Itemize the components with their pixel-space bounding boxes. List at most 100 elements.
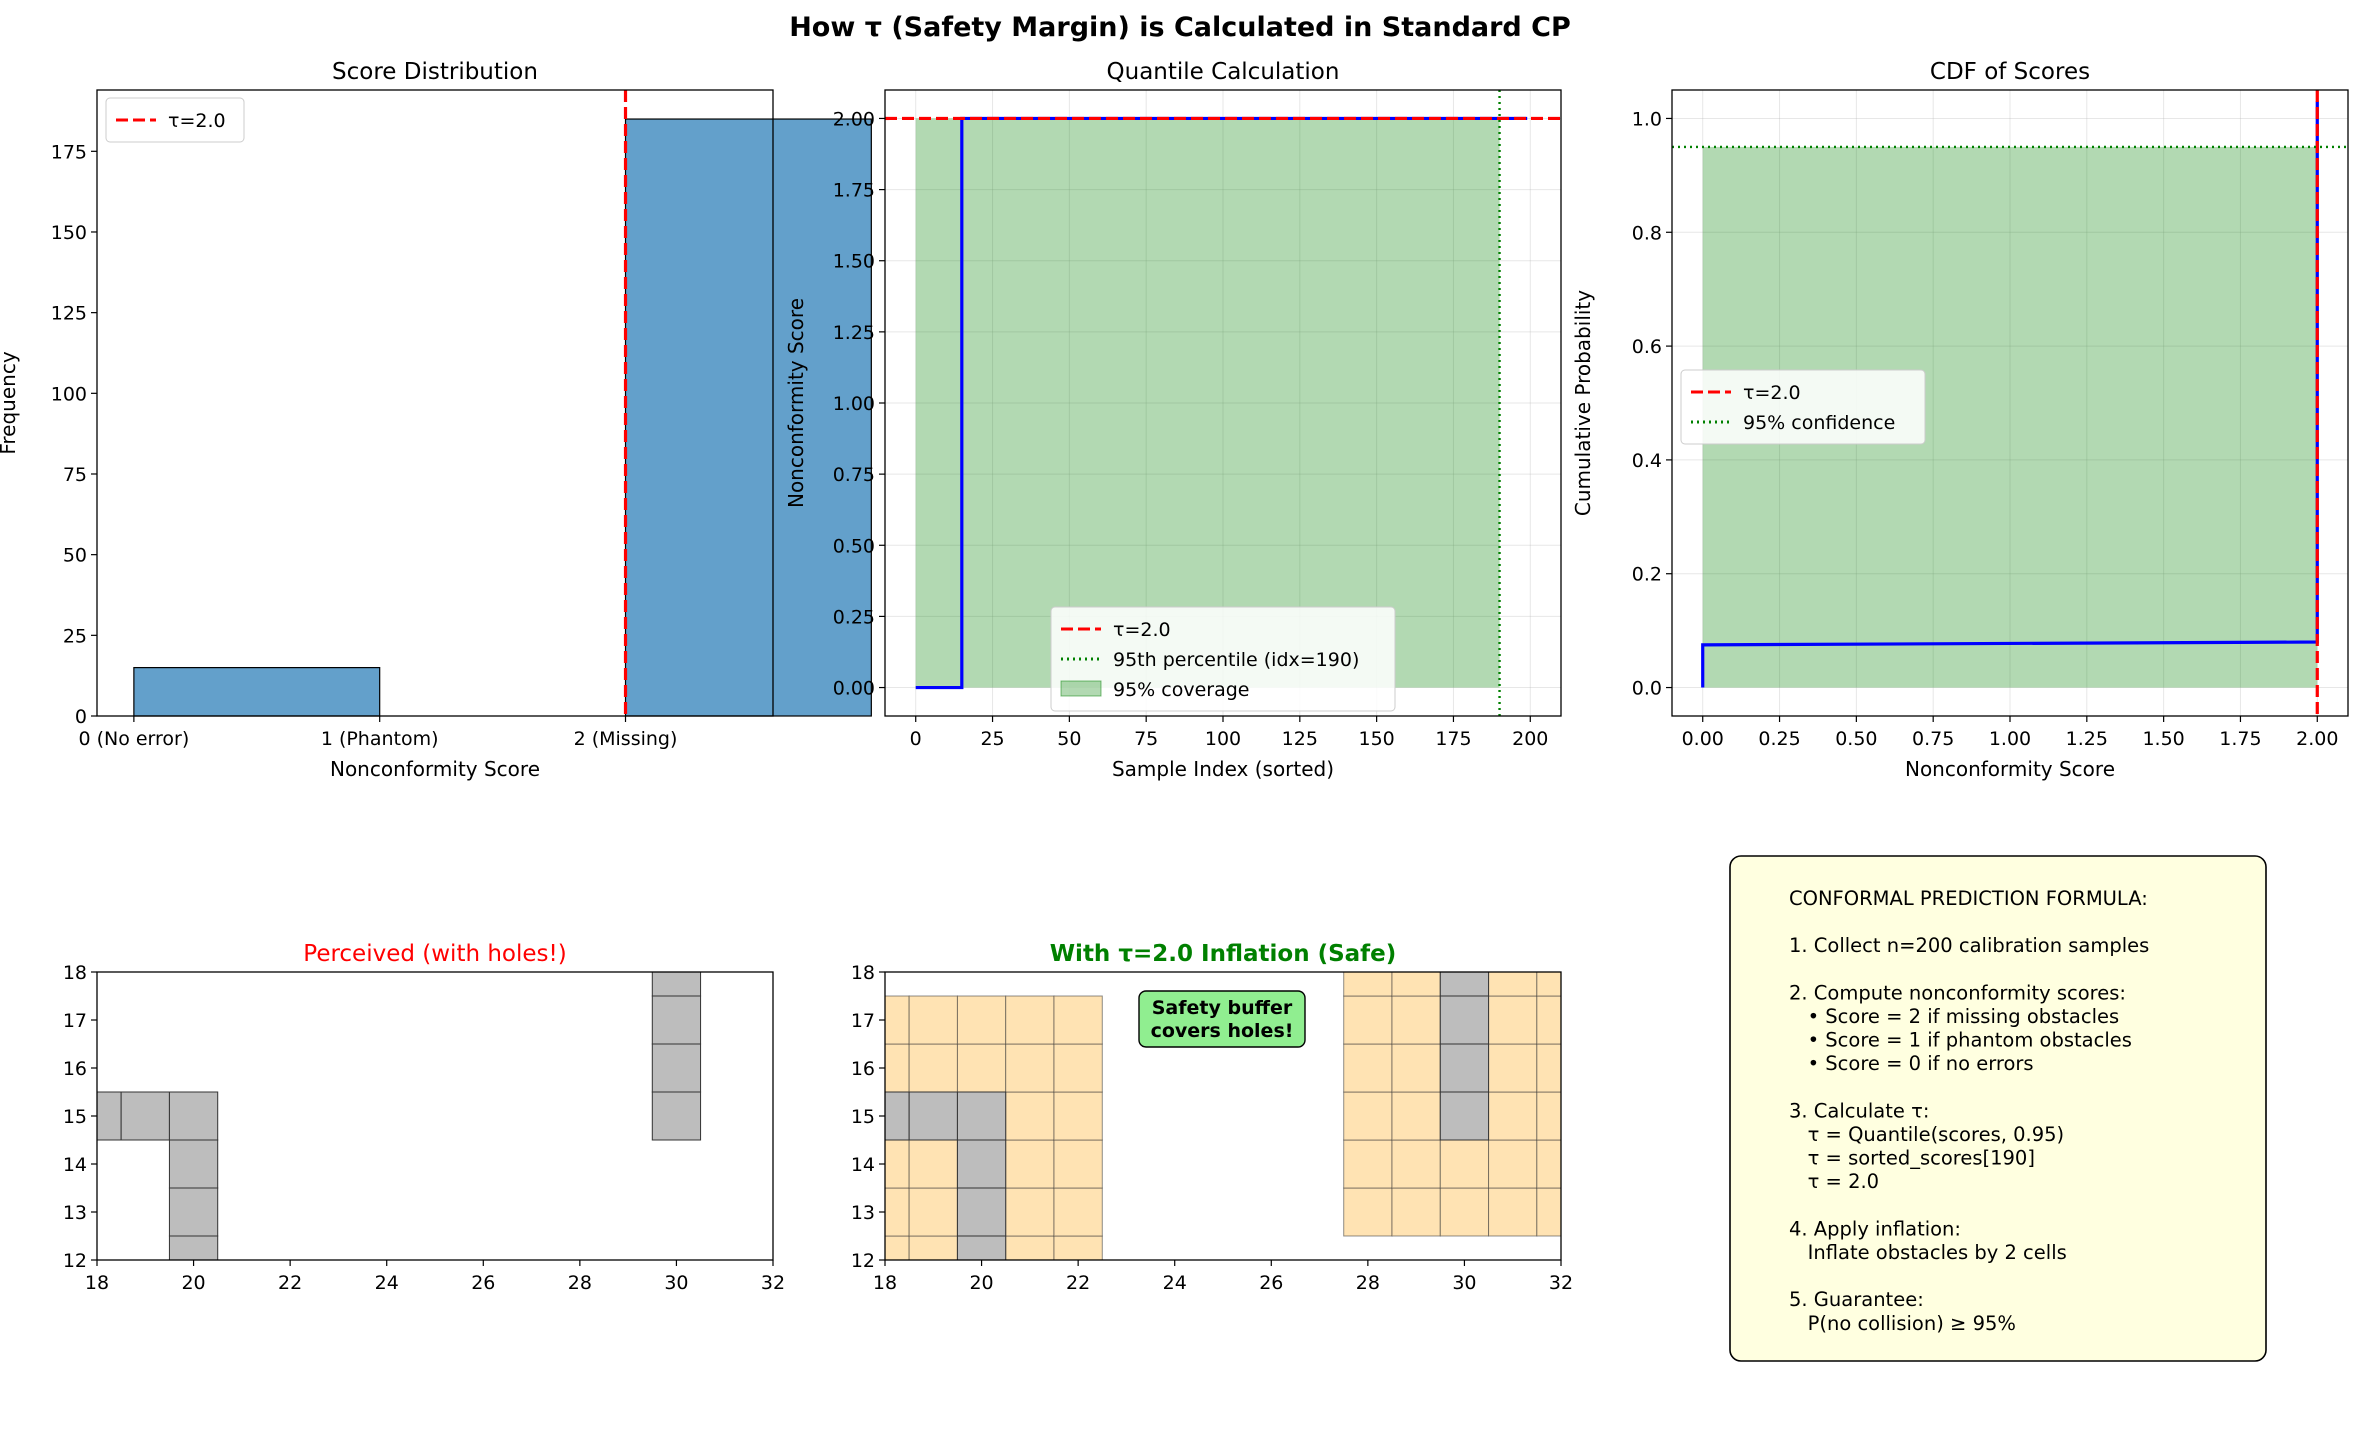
cdf-chart: CDF of Scores 0.00 0.25 0.50 0.75 1.00 1.25 1.5… <box>1571 59 2349 781</box>
inflated-cell <box>1439 1187 1490 1237</box>
y-tick-label: 0.0 <box>1632 678 1662 700</box>
inflated-cell <box>1536 1091 1561 1141</box>
inflated-cell <box>1536 995 1561 1045</box>
formula-line: • Score = 2 if missing obstacles <box>1789 1005 2119 1028</box>
chart-title: Score Distribution <box>332 59 538 85</box>
annotation-text: covers holes! <box>1151 1020 1294 1042</box>
inflated-cell <box>1536 1187 1561 1237</box>
obstacle-cell <box>1439 995 1490 1045</box>
obstacle-cell <box>651 1043 702 1093</box>
bar <box>133 666 381 717</box>
legend-box <box>1680 369 1926 445</box>
inflated-cell <box>908 1043 958 1093</box>
y-tick-label: 25 <box>63 625 87 647</box>
legend-label: 95% coverage <box>1113 679 1249 701</box>
formula-line: • Score = 0 if no errors <box>1789 1052 2034 1075</box>
perceived-grid-chart: Perceived (with holes!) 18 20 22 24 26 28 30 32 1… <box>63 941 785 1294</box>
quantile-chart: Quantile Calculation 0 25 50 75 100 125 150 175 2… <box>784 59 1562 781</box>
formula-line: P(no collision) ≥ 95% <box>1789 1312 2016 1335</box>
y-axis-label: Frequency <box>0 351 20 454</box>
x-tick-label: 75 <box>1134 728 1158 750</box>
figure-title: How τ (Safety Margin) is Calculated in S… <box>789 12 1571 43</box>
inflated-cell <box>1391 995 1441 1045</box>
inflated-cell <box>1391 1139 1441 1189</box>
annotation-text: Safety buffer <box>1152 997 1293 1019</box>
legend-label: τ=2.0 <box>168 110 226 132</box>
inflated-cell <box>1005 1043 1055 1093</box>
x-tick-label: 0 (No error) <box>78 728 189 750</box>
inflated-cell <box>1343 1091 1393 1141</box>
legend-label: τ=2.0 <box>1113 619 1171 641</box>
inflated-cell <box>1005 1139 1055 1189</box>
x-tick-label: 24 <box>1163 1272 1187 1294</box>
grid-cells <box>97 972 702 1260</box>
y-tick-label: 1.00 <box>833 393 875 415</box>
formula-line: 2. Compute nonconformity scores: <box>1789 981 2126 1004</box>
inflated-cell <box>1343 972 1393 997</box>
x-tick-label: 200 <box>1512 728 1548 750</box>
y-tick-label: 1.75 <box>833 180 875 202</box>
chart-title: With τ=2.0 Inflation (Safe) <box>1050 941 1397 967</box>
x-tick-label: 32 <box>1549 1272 1573 1294</box>
x-tick-label: 2.00 <box>2296 728 2338 750</box>
inflated-cell <box>1536 972 1561 997</box>
x-tick-label: 1.50 <box>2142 728 2184 750</box>
y-tick-label: 1.0 <box>1632 108 1662 130</box>
y-tick-label: 0.8 <box>1632 222 1662 244</box>
inflated-cell <box>956 1043 1007 1093</box>
x-tick-label: 2 (Missing) <box>574 728 678 750</box>
inflated-cell <box>1053 1187 1103 1237</box>
x-tick-label: 32 <box>761 1272 785 1294</box>
x-tick-label: 26 <box>471 1272 495 1294</box>
y-tick-label: 0.6 <box>1632 336 1662 358</box>
y-tick-label: 1.50 <box>833 251 875 273</box>
legend-label: 95% confidence <box>1743 412 1895 434</box>
obstacle-cell <box>956 1235 1007 1260</box>
y-axis-label: Cumulative Probability <box>1571 290 1595 516</box>
y-tick-label: 16 <box>63 1058 87 1080</box>
inflated-cell <box>1488 1091 1538 1141</box>
y-tick-label: 14 <box>851 1154 875 1176</box>
y-tick-label: 175 <box>51 141 87 163</box>
x-tick-label: 125 <box>1282 728 1318 750</box>
chart-title: Perceived (with holes!) <box>303 941 566 967</box>
inflated-cell <box>1439 1139 1490 1189</box>
y-tick-label: 13 <box>63 1202 87 1224</box>
x-tick-label: 1.75 <box>2219 728 2261 750</box>
inflated-cell <box>908 1187 958 1237</box>
y-tick-label: 15 <box>63 1106 87 1128</box>
x-tick-label: 20 <box>181 1272 205 1294</box>
obstacle-cell <box>1439 1043 1490 1093</box>
inflated-cell <box>885 995 910 1045</box>
formula-line: CONFORMAL PREDICTION FORMULA: <box>1789 887 2148 910</box>
inflated-cell <box>1053 1043 1103 1093</box>
y-tick-label: 2.00 <box>833 108 875 130</box>
inflated-cell <box>1391 1187 1441 1237</box>
x-tick-label: 22 <box>278 1272 302 1294</box>
inflated-cell <box>1488 1139 1538 1189</box>
inflated-cell <box>1391 1091 1441 1141</box>
x-tick-label: 18 <box>85 1272 109 1294</box>
inflated-cell <box>1391 972 1441 997</box>
x-tick-label: 100 <box>1205 728 1241 750</box>
x-tick-label: 30 <box>664 1272 688 1294</box>
obstacle-cell <box>168 1139 219 1189</box>
legend-box <box>105 97 245 143</box>
x-tick-label: 1.25 <box>2066 728 2108 750</box>
formula-line: τ = 2.0 <box>1789 1170 1879 1193</box>
obstacle-cell <box>956 1139 1007 1189</box>
obstacle-cell <box>908 1091 958 1141</box>
y-tick-label: 0.2 <box>1632 564 1662 586</box>
y-tick-label: 18 <box>851 962 875 984</box>
y-tick-label: 16 <box>851 1058 875 1080</box>
x-tick-label: 22 <box>1066 1272 1090 1294</box>
y-tick-label: 0.50 <box>833 535 875 557</box>
grid-cells <box>885 972 1561 1260</box>
y-tick-label: 0.25 <box>833 606 875 628</box>
legend-label: τ=2.0 <box>1743 382 1801 404</box>
inflated-cell <box>1005 1091 1055 1141</box>
x-tick-label: 24 <box>375 1272 399 1294</box>
x-tick-label: 0.50 <box>1835 728 1877 750</box>
obstacle-cell <box>120 1091 170 1141</box>
y-tick-label: 17 <box>851 1010 875 1032</box>
